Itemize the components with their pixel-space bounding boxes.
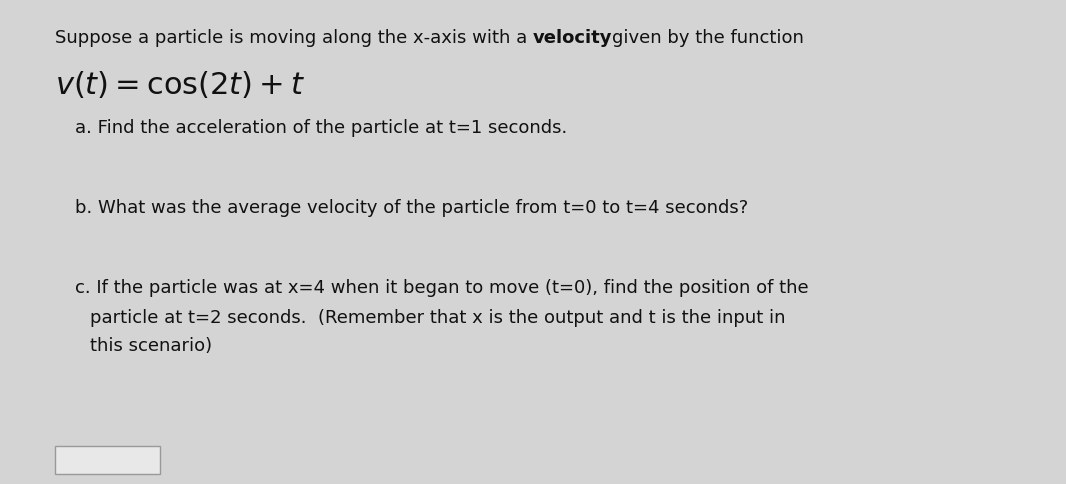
Text: a. Find the acceleration of the particle at t=1 seconds.: a. Find the acceleration of the particle… (75, 119, 567, 137)
Text: b. What was the average velocity of the particle from t=0 to t=4 seconds?: b. What was the average velocity of the … (75, 199, 748, 217)
Text: velocity: velocity (533, 29, 613, 47)
Text: particle at t=2 seconds.  (Remember that x is the output and t is the input in: particle at t=2 seconds. (Remember that … (90, 309, 786, 327)
Text: Suppose a particle is moving along the x-axis with a: Suppose a particle is moving along the x… (55, 29, 533, 47)
Text: c. If the particle was at x=4 when it began to move (t=0), find the position of : c. If the particle was at x=4 when it be… (75, 279, 809, 297)
Text: this scenario): this scenario) (90, 337, 212, 355)
Text: given by the function: given by the function (613, 29, 805, 47)
Text: $v(t) = \cos(2t) + t$: $v(t) = \cos(2t) + t$ (55, 69, 305, 100)
FancyBboxPatch shape (55, 446, 160, 474)
